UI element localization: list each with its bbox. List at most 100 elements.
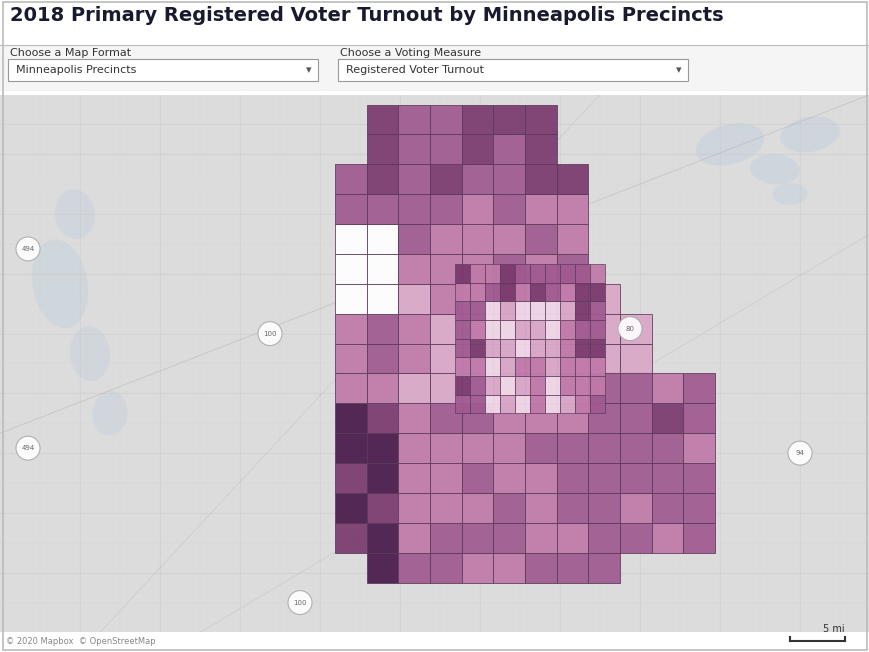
Bar <box>454 357 469 376</box>
Bar <box>651 493 682 523</box>
Text: 100: 100 <box>263 331 276 336</box>
Text: 2018 Primary Registered Voter Turnout by Minneapolis Precincts: 2018 Primary Registered Voter Turnout by… <box>10 6 723 25</box>
Bar <box>398 194 429 224</box>
Bar <box>366 284 398 314</box>
Text: Choose a Map Format: Choose a Map Format <box>10 48 131 58</box>
Bar <box>493 314 524 344</box>
Bar <box>429 284 461 314</box>
Bar <box>454 320 469 338</box>
Bar <box>500 320 514 338</box>
Bar <box>574 282 589 301</box>
Bar <box>493 463 524 493</box>
Bar <box>429 433 461 463</box>
Bar <box>335 463 366 493</box>
Bar <box>524 254 556 284</box>
Bar <box>556 374 587 404</box>
Bar <box>429 404 461 433</box>
Bar <box>469 376 484 394</box>
Bar <box>544 264 560 282</box>
Text: 494: 494 <box>22 445 35 451</box>
Bar <box>429 194 461 224</box>
Text: 94: 94 <box>794 450 804 456</box>
Bar <box>461 284 493 314</box>
Bar <box>398 284 429 314</box>
Bar <box>524 134 556 164</box>
Bar <box>454 394 469 413</box>
Bar <box>620 433 651 463</box>
Bar <box>0 45 869 91</box>
Bar <box>366 314 398 344</box>
Text: 80: 80 <box>625 325 634 332</box>
Text: 494: 494 <box>22 246 35 252</box>
Bar <box>484 357 500 376</box>
Bar <box>500 357 514 376</box>
Bar <box>335 404 366 433</box>
Bar <box>398 134 429 164</box>
Circle shape <box>617 317 641 340</box>
Circle shape <box>16 237 40 261</box>
Bar <box>500 301 514 320</box>
Bar <box>335 254 366 284</box>
Bar <box>560 264 574 282</box>
Bar <box>574 338 589 357</box>
Bar <box>589 320 604 338</box>
Bar <box>493 374 524 404</box>
Bar <box>500 264 514 282</box>
Bar <box>514 282 529 301</box>
Bar <box>620 404 651 433</box>
Bar <box>556 523 587 553</box>
Bar <box>514 301 529 320</box>
Bar <box>335 314 366 344</box>
Bar <box>556 254 587 284</box>
Ellipse shape <box>772 183 806 205</box>
Bar <box>493 104 524 134</box>
Bar <box>620 314 651 344</box>
Bar <box>544 301 560 320</box>
Bar <box>587 374 620 404</box>
Bar <box>461 493 493 523</box>
Bar <box>682 433 714 463</box>
Bar <box>484 301 500 320</box>
Ellipse shape <box>695 123 763 166</box>
Bar <box>461 134 493 164</box>
Bar <box>524 523 556 553</box>
Bar <box>366 553 398 583</box>
Bar <box>429 164 461 194</box>
Bar <box>429 134 461 164</box>
Bar <box>574 357 589 376</box>
Bar <box>556 224 587 254</box>
Bar <box>587 463 620 493</box>
Bar <box>461 433 493 463</box>
Bar <box>500 338 514 357</box>
Bar <box>398 433 429 463</box>
Bar <box>461 344 493 374</box>
Bar <box>524 194 556 224</box>
Bar <box>469 338 484 357</box>
Bar <box>587 493 620 523</box>
Bar <box>366 254 398 284</box>
Bar <box>469 282 484 301</box>
Bar <box>454 282 469 301</box>
Bar <box>338 59 687 82</box>
Bar <box>484 376 500 394</box>
Bar <box>587 523 620 553</box>
Bar <box>335 523 366 553</box>
Bar <box>524 493 556 523</box>
Bar <box>429 104 461 134</box>
Bar <box>398 493 429 523</box>
Bar <box>366 433 398 463</box>
Bar <box>398 344 429 374</box>
Bar <box>529 282 544 301</box>
Bar <box>589 301 604 320</box>
Bar <box>544 357 560 376</box>
Bar <box>682 523 714 553</box>
Bar <box>366 194 398 224</box>
Bar <box>429 314 461 344</box>
Circle shape <box>258 321 282 346</box>
Bar <box>514 376 529 394</box>
Bar <box>398 553 429 583</box>
Bar <box>544 320 560 338</box>
Bar <box>429 254 461 284</box>
Bar <box>544 376 560 394</box>
Bar <box>560 282 574 301</box>
